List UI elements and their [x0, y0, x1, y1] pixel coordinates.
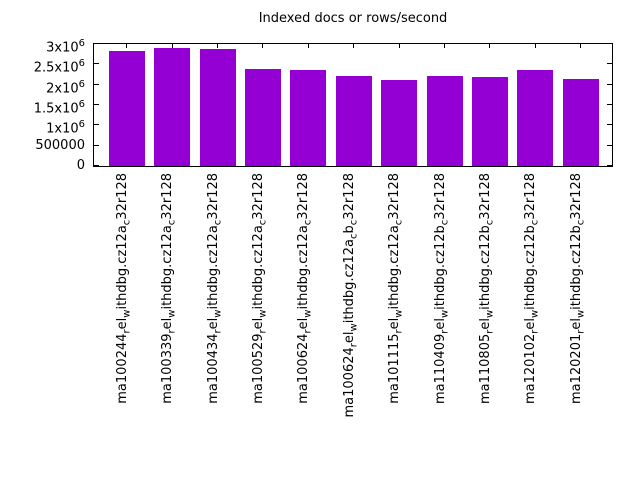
y-tick-label: 2x106 [46, 78, 85, 96]
y-tick-label: 500000 [35, 137, 85, 153]
x-tick-top [580, 44, 582, 48]
x-tick-top [171, 44, 173, 48]
y-tick-left [94, 104, 99, 105]
bar [335, 76, 372, 166]
y-tick-right [607, 43, 612, 44]
x-tick-top [534, 44, 536, 48]
y-tick-right [607, 124, 612, 126]
bar [562, 78, 599, 166]
bar [290, 70, 327, 166]
y-tick-right [607, 83, 612, 85]
x-tick-label-text: ma120102relwithdbg.cz12bc32r128 [523, 173, 541, 405]
y-tick-right [607, 165, 612, 166]
y-tick-right [607, 63, 612, 65]
y-tick-left [94, 63, 99, 65]
bar [381, 80, 418, 166]
x-tick-top [262, 44, 264, 48]
y-tick-right [607, 104, 612, 105]
x-tick-label-text: ma100624relwithdbg.cz12ac32r128 [296, 173, 314, 404]
chart-title: Indexed docs or rows/second [258, 11, 448, 26]
y-tick-label: 1x106 [46, 119, 85, 137]
y-tick-left [94, 43, 99, 44]
x-tick-top [353, 44, 355, 48]
x-tick-top [307, 44, 309, 48]
x-tick-top [444, 44, 445, 48]
x-tick-top [398, 44, 400, 48]
bar [154, 48, 191, 166]
y-tick-left [94, 83, 99, 85]
bar [471, 77, 508, 166]
x-tick-label-text: ma100339relwithdbg.cz12ac32r128 [160, 173, 178, 404]
y-tick-label: 1.5x106 [33, 99, 85, 117]
x-tick-label-text: ma120201relwithdbg.cz12bc32r128 [568, 173, 587, 405]
x-tick-top [126, 44, 128, 48]
bar [426, 76, 463, 166]
y-tick-left [94, 124, 99, 126]
x-tick-label-text: ma100244relwithdbg.cz12ac32r128 [114, 173, 133, 404]
x-tick-top [217, 44, 218, 48]
plot-frame [93, 43, 613, 167]
y-tick-label: 0 [76, 158, 85, 173]
x-tick-label-text: ma100434relwithdbg.cz12ac32r128 [205, 173, 224, 404]
y-tick-label: 3x106 [46, 38, 85, 56]
x-tick-label-text: ma100624relwithdbg.cz12acbc32r128 [341, 173, 360, 418]
y-tick-label: 2.5x106 [33, 58, 85, 76]
bar [244, 68, 281, 166]
bar [199, 48, 236, 166]
bar [517, 70, 554, 166]
y-tick-left [94, 165, 99, 166]
x-tick-top [489, 44, 491, 48]
y-tick-right [607, 144, 612, 146]
x-tick-label-text: ma101115relwithdbg.cz12ac32r128 [387, 173, 405, 404]
x-tick-label-text: ma100529relwithdbg.cz12ac32r128 [250, 173, 269, 404]
x-tick-label-text: ma110409relwithdbg.cz12bc32r128 [432, 173, 451, 405]
y-tick-left [94, 144, 99, 146]
x-tick-label-text: ma110805relwithdbg.cz12bc32r128 [477, 173, 496, 405]
bar [108, 50, 145, 166]
